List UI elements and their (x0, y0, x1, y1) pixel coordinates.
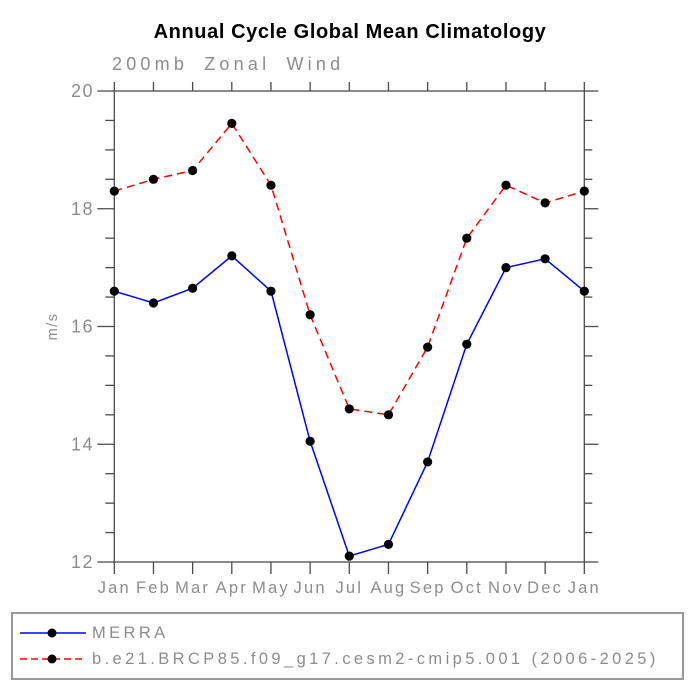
data-point-marker (344, 404, 354, 414)
data-point-marker (462, 339, 472, 349)
data-point-marker (501, 180, 511, 190)
data-point-marker (148, 174, 159, 184)
data-point-marker (109, 286, 119, 296)
x-tick-label: Apr (216, 579, 248, 597)
chart-subtitle: 200mb Zonal Wind (112, 54, 345, 74)
data-point-marker (423, 342, 433, 352)
data-point-marker (383, 410, 394, 420)
data-point-marker (423, 457, 433, 467)
x-tick-label: Aug (370, 579, 406, 597)
x-tick-label: Jul (335, 579, 363, 597)
data-point-marker (383, 539, 394, 549)
legend-sample-marker (47, 654, 57, 664)
legend-line-sample-solid (20, 628, 86, 638)
x-tick-label: Dec (527, 579, 563, 597)
x-tick-label: Jan (568, 579, 601, 597)
data-point-marker (579, 186, 589, 196)
legend: MERRA b.e21.BRCP85.f09_g17.cesm2-cmip5.0… (11, 612, 684, 680)
x-tick-label: Jan (98, 579, 131, 597)
data-point-marker (462, 233, 472, 243)
legend-line-sample-dashed (20, 654, 86, 664)
y-tick-label: 20 (71, 81, 94, 101)
x-tick-label: Oct (451, 579, 483, 597)
legend-item-model: b.e21.BRCP85.f09_g17.cesm2-cmip5.001 (20… (18, 649, 682, 668)
legend-label-merra: MERRA (92, 623, 169, 642)
plot-frame (113, 90, 585, 563)
x-tick-label: Sep (410, 579, 446, 597)
x-tick-label: Jun (294, 579, 327, 597)
data-point-marker (148, 298, 159, 308)
data-point-marker (305, 310, 315, 320)
data-point-marker (227, 118, 237, 128)
data-point-marker (266, 180, 276, 190)
x-tick-label: Mar (175, 579, 210, 597)
y-tick-label: 16 (71, 317, 94, 337)
data-point-marker (227, 251, 237, 261)
y-tick-label: 18 (71, 199, 94, 219)
data-point-marker (344, 551, 354, 561)
data-point-marker (266, 286, 276, 296)
legend-sample-marker (47, 628, 57, 638)
y-tick-label: 14 (71, 434, 94, 454)
x-tick-label: May (252, 579, 290, 597)
data-point-marker (188, 165, 198, 176)
data-point-marker (540, 198, 550, 208)
data-point-marker (579, 286, 589, 296)
x-tick-label: Nov (488, 579, 524, 597)
chart-title: Annual Cycle Global Mean Climatology (153, 21, 547, 43)
data-point-marker (540, 254, 550, 264)
data-point-marker (501, 263, 511, 273)
data-point-marker (188, 283, 198, 293)
y-axis-label: m/s (45, 313, 61, 341)
legend-label-model: b.e21.BRCP85.f09_g17.cesm2-cmip5.001 (20… (92, 649, 659, 668)
data-point-marker (109, 186, 119, 196)
y-tick-label: 12 (71, 552, 94, 572)
data-point-marker (305, 436, 315, 446)
x-tick-label: Feb (136, 579, 171, 597)
series-line-1 (114, 122, 585, 416)
legend-item-merra: MERRA (18, 623, 682, 642)
